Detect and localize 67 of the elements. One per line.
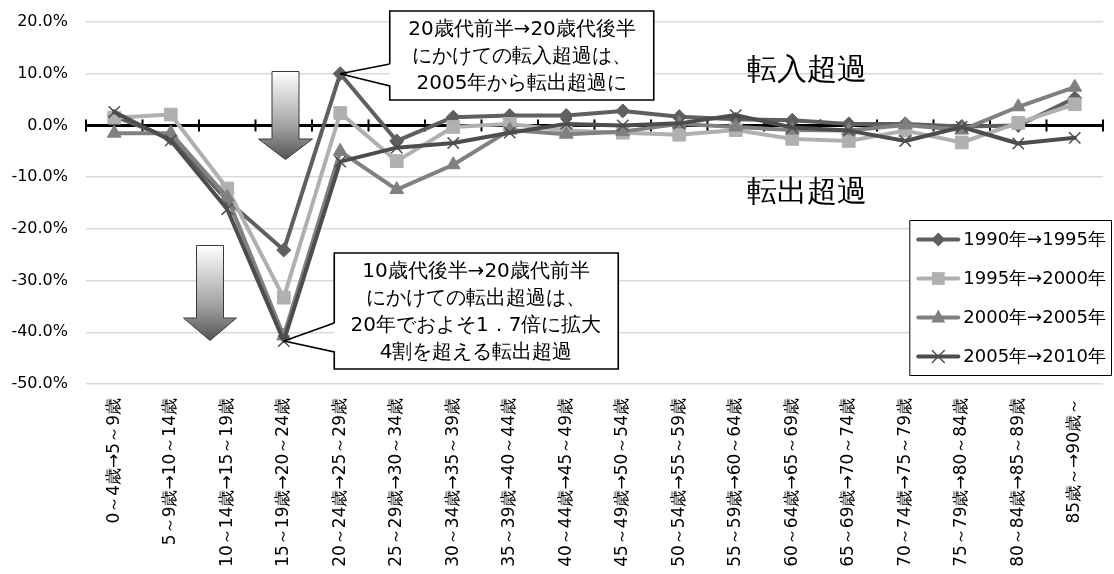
x-tick-label: 55～59歳→60～64歳: [724, 398, 745, 567]
x-tick-label: 10～14歳→15～19歳: [215, 398, 236, 567]
point: [390, 141, 404, 155]
point: [954, 135, 969, 150]
point: [277, 334, 291, 348]
annotation: 転入超過: [747, 50, 867, 86]
point: [503, 126, 517, 140]
point: [106, 124, 122, 138]
legend-label: 2000年→2005年: [963, 306, 1106, 328]
y-tick-label: -50.0%: [11, 373, 68, 393]
point: [276, 242, 292, 258]
point: [219, 188, 235, 202]
point: [107, 105, 121, 119]
point: [729, 108, 743, 122]
x-tick-label: 60～64歳→65～69歳: [780, 398, 801, 567]
x-tick-label: 80～84歳→85～89歳: [1006, 398, 1027, 567]
point: [1011, 137, 1025, 150]
x-tick-label: 45～49歳→50～54歳: [611, 398, 632, 567]
point: [163, 107, 178, 122]
x-tick-label: 30～34歳→35～39歳: [441, 398, 462, 567]
x-tick-label: 75～79歳→80～84歳: [950, 398, 971, 567]
point: [898, 134, 912, 148]
point: [446, 136, 460, 150]
x-tick-label: 5～9歳→10～14歳: [159, 398, 180, 546]
x-tick-label: 35～39歳→40～44歳: [498, 398, 519, 567]
annotation: 転出超過: [747, 172, 867, 208]
annotation: 20歳代前半→20歳代後半にかけての転入超過は、2005年から転出超過に: [407, 15, 637, 96]
point: [728, 118, 744, 132]
x-tick-label: 20～24歳→25～29歳: [328, 398, 349, 567]
y-tick-label: 0.0%: [27, 114, 68, 134]
legend-label: 1995年→2000年: [963, 267, 1106, 289]
annotation: 10歳代後半→20歳代前半にかけての転出超過は、20年でおよそ1．7倍に拡大4割を超える転出超過: [349, 257, 603, 365]
point: [615, 103, 631, 119]
x-tick-label: 15～19歳→20～24歳: [272, 398, 293, 567]
y-tick-label: -40.0%: [11, 321, 68, 341]
point: [276, 290, 291, 305]
point: [1068, 131, 1082, 145]
x-tick-label: 70～74歳→75～79歳: [893, 398, 914, 567]
y-tick-label: 10.0%: [17, 62, 68, 82]
point: [558, 108, 574, 124]
point: [332, 142, 348, 156]
point: [1067, 78, 1083, 92]
point: [446, 120, 461, 134]
legend-label: 1990年→1995年: [963, 228, 1106, 250]
y-tick-label: 20.0%: [17, 11, 68, 31]
x-tick-label: 85歳～→90歳～: [1063, 398, 1084, 524]
point: [841, 134, 856, 148]
point: [559, 117, 573, 131]
x-tick-label: 25～29歳→30～34歳: [385, 398, 406, 567]
x-tick-label: 65～69歳→70～74歳: [837, 398, 858, 567]
y-tick-label: -10.0%: [11, 166, 68, 186]
point: [672, 127, 687, 142]
point: [389, 181, 405, 195]
point: [389, 154, 404, 168]
point: [333, 106, 348, 120]
x-tick-label: 0～4歳→5～9歳: [102, 398, 123, 524]
x-tick-label: 40～44歳→45～49歳: [554, 398, 575, 567]
point: [616, 119, 630, 132]
point: [1067, 97, 1082, 112]
point: [1010, 98, 1026, 112]
y-tick-label: -30.0%: [11, 269, 68, 289]
x-tick-label: 50～54歳→55～59歳: [667, 398, 688, 567]
y-tick-label: -20.0%: [11, 218, 68, 238]
point: [333, 155, 347, 169]
legend-label: 2005年→2010年: [963, 345, 1106, 367]
point: [445, 156, 461, 170]
point: [220, 202, 234, 216]
